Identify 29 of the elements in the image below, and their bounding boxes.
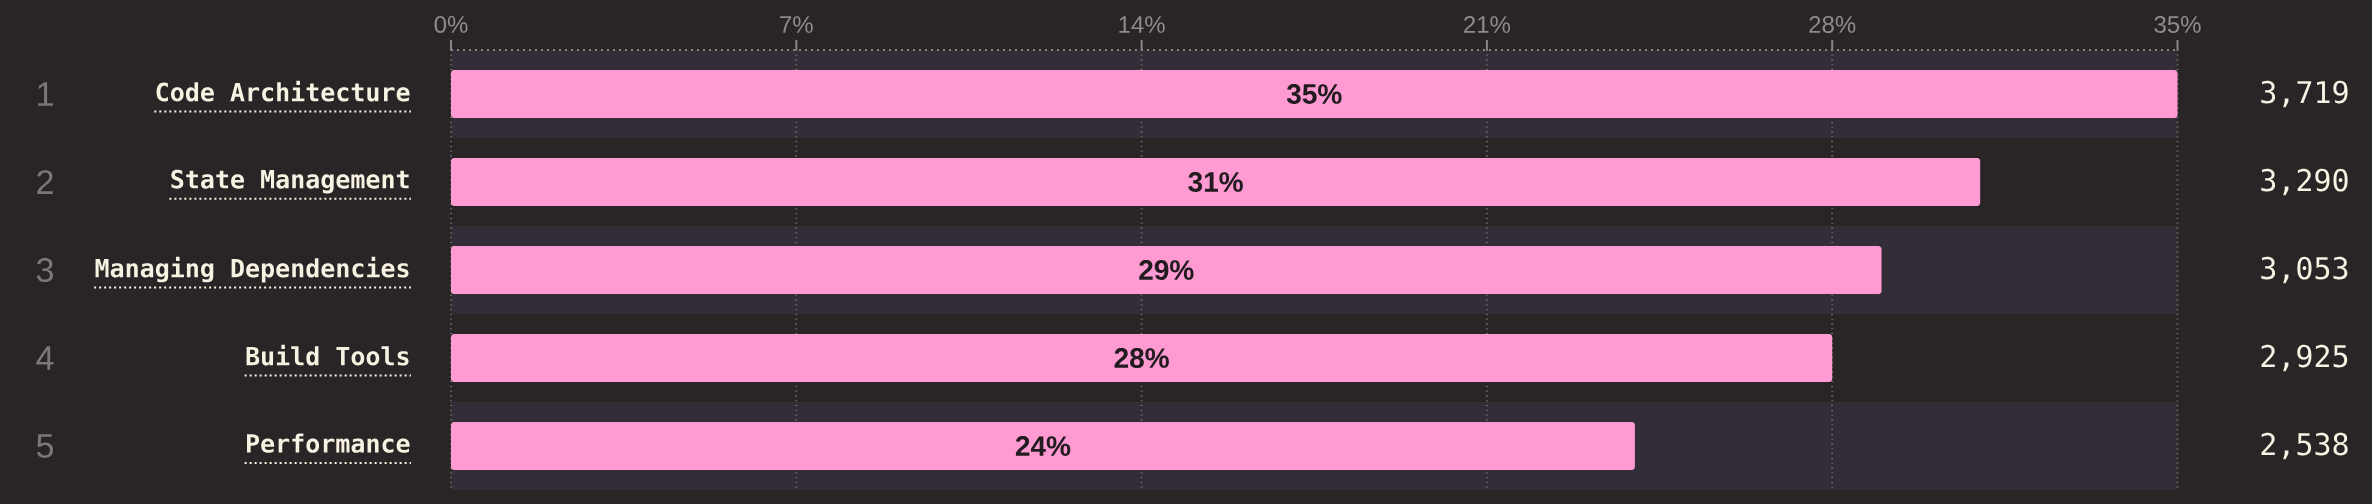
y2-tick-label: 3,719	[2261, 80, 2348, 108]
text: 4	[36, 346, 54, 370]
y-tick-label: Performance	[247, 433, 410, 453]
x-tick-label: 0%	[434, 15, 468, 33]
text: 3	[36, 257, 53, 283]
text: 1	[38, 82, 53, 106]
x-tick-label: 35%	[2154, 15, 2201, 33]
y-tick-label: Code Architecture	[156, 80, 410, 102]
y-tick-label: Build Tools	[246, 344, 409, 366]
y-tick-label: Managing Dependencies	[95, 256, 409, 283]
y2-tick-label: 3,053	[2261, 256, 2348, 284]
x-tick-label: 14%	[1119, 16, 1165, 33]
x-tick-label: 7%	[780, 16, 813, 33]
text: 2	[37, 170, 53, 194]
x-tick-label: 21%	[1464, 16, 1511, 33]
data-label: 24%	[1015, 436, 1071, 456]
y2-tick-label: 3,290	[2261, 168, 2348, 196]
y2-tick-label: 2,925	[2261, 344, 2348, 372]
bar	[451, 422, 1635, 470]
data-label: 28%	[1114, 348, 1169, 368]
y-tick-label: State Management	[171, 169, 409, 194]
y2-tick-label: 2,538	[2261, 432, 2348, 460]
x-tick-label: 28%	[1809, 15, 1856, 33]
bar	[451, 334, 1833, 383]
data-label: 29%	[1139, 260, 1194, 280]
text: 5	[36, 434, 54, 458]
bar	[451, 158, 1981, 207]
data-label: 31%	[1188, 172, 1243, 192]
data-label: 35%	[1286, 84, 1342, 104]
